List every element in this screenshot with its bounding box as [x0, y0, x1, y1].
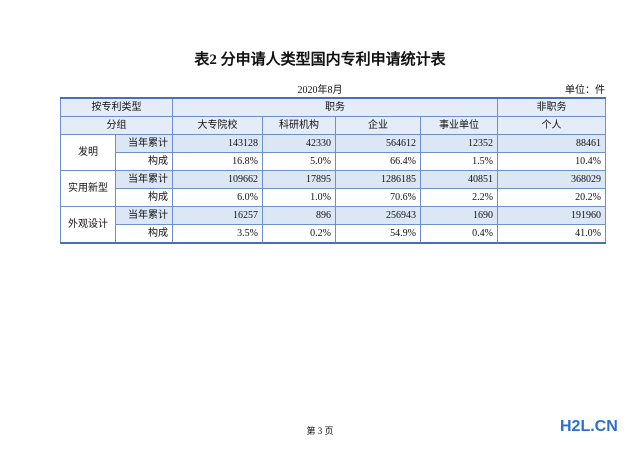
cell-value: 88461 [497, 134, 606, 153]
cell-value: 2.2% [420, 188, 498, 207]
cell-value: 42330 [262, 134, 336, 153]
row-label: 构成 [115, 152, 173, 171]
cell-value: 54.9% [335, 224, 421, 244]
title: 表2 分申请人类型国内专利申请统计表 [194, 52, 446, 68]
column-header: 大专院校 [172, 116, 263, 135]
header-cell: 非职务 [497, 97, 606, 117]
cell-value: 1.0% [262, 188, 336, 207]
cell-value: 41.0% [497, 224, 606, 244]
data-row: 构成 6.0% 1.0% 70.6% 2.2% 20.2% [61, 188, 606, 207]
data-row: 外观设计 当年累计 16257 896 256943 1690 191960 [60, 206, 606, 244]
cell-value: 12352 [420, 134, 498, 153]
cell-value: 16.8% [172, 152, 263, 171]
unit: 单位：件 [565, 85, 605, 96]
data-row: 构成 3.5% 0.2% 54.9% 0.4% 41.0% [61, 224, 606, 244]
data-row: 发明 当年累计 143128 42330 564612 12352 88461 [60, 134, 606, 171]
cell-value: 896 [262, 206, 336, 225]
cell-value: 3.5% [172, 224, 263, 244]
cell-value: 1690 [420, 206, 498, 225]
row-label: 当年累计 [115, 206, 173, 225]
header-cell: 职务 [172, 97, 498, 117]
header-row: 按专利类型 职务 非职务 [60, 97, 606, 117]
cell-value: 0.4% [420, 224, 498, 244]
cell-value: 16257 [172, 206, 263, 225]
column-header: 科研机构 [262, 116, 336, 135]
group-name: 实用新型 [60, 170, 116, 207]
cell-value: 109662 [172, 170, 263, 189]
column-header: 事业单位 [420, 116, 498, 135]
header-row: 分组 大专院校 科研机构 企业 事业单位 个人 [60, 116, 606, 135]
cell-value: 0.2% [262, 224, 336, 244]
cell-value: 10.4% [497, 152, 606, 171]
column-header: 企业 [335, 116, 421, 135]
cell-value: 5.0% [262, 152, 336, 171]
cell-value: 368029 [497, 170, 606, 189]
cell-value: 1286185 [335, 170, 421, 189]
row-label: 当年累计 [115, 170, 173, 189]
cell-value: 564612 [335, 134, 421, 153]
stats-table: 按专利类型 职务 非职务 分组 大专院校 科研机构 企业 事业单位 个人 发明 当年累计 143128… [60, 97, 606, 244]
cell-value: 70.6% [335, 188, 421, 207]
cell-value: 1.5% [420, 152, 498, 171]
group-name: 外观设计 [60, 206, 116, 244]
cell-value: 191960 [497, 206, 606, 225]
date: 2020年8月 [297, 85, 343, 96]
page-number: 第 3 页 [306, 426, 334, 436]
cell-value: 17895 [262, 170, 336, 189]
data-row: 构成 16.8% 5.0% 66.4% 1.5% 10.4% [61, 152, 606, 171]
data-row: 实用新型 当年累计 109662 17895 1286185 40851 368029 [60, 170, 606, 207]
header-cell: 分组 [60, 116, 173, 135]
cell-value: 40851 [420, 170, 498, 189]
row-label: 当年累计 [115, 134, 173, 153]
column-header: 个人 [497, 116, 606, 135]
row-label: 构成 [115, 224, 173, 244]
header-cell: 按专利类型 [60, 97, 173, 117]
cell-value: 256943 [335, 206, 421, 225]
row-label: 构成 [115, 188, 173, 207]
watermark: H2L.CN [560, 418, 618, 435]
cell-value: 143128 [172, 134, 263, 153]
cell-value: 6.0% [172, 188, 263, 207]
cell-value: 66.4% [335, 152, 421, 171]
group-name: 发明 [60, 134, 116, 171]
cell-value: 20.2% [497, 188, 606, 207]
